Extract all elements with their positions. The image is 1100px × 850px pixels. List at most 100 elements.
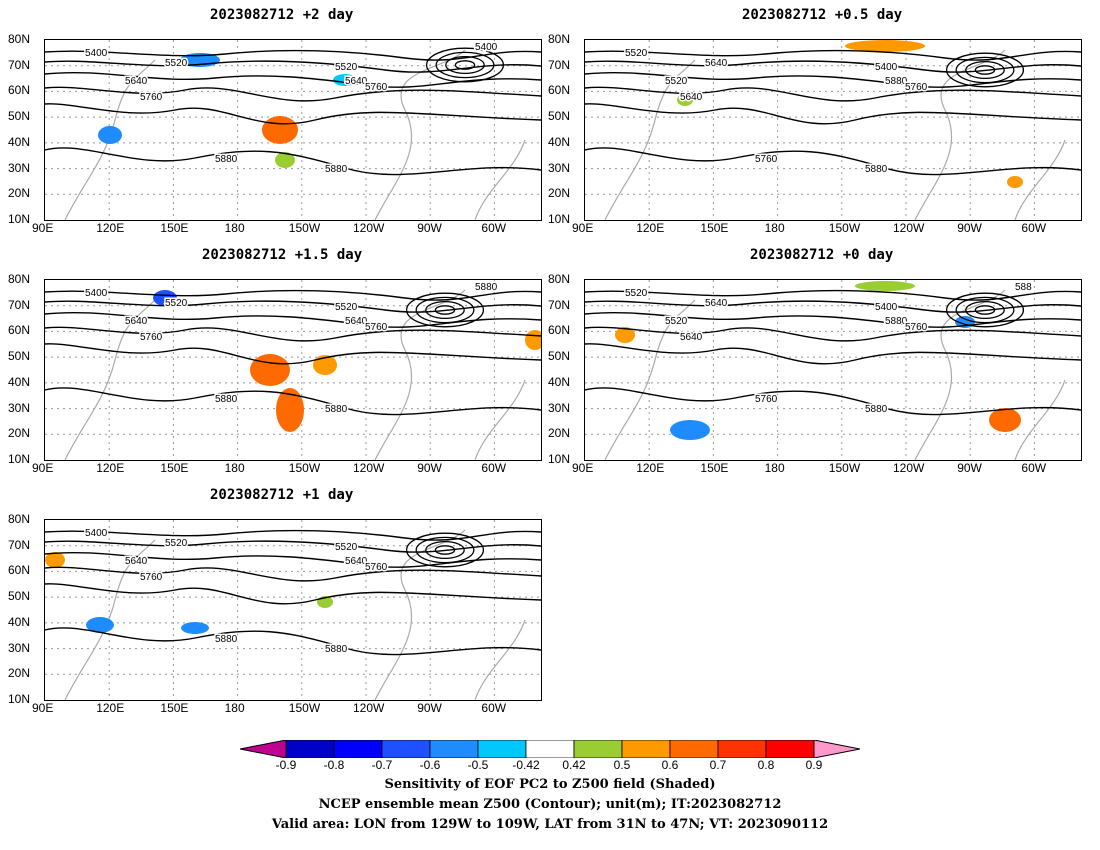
caption-line-1: Sensitivity of EOF PC2 to Z500 field (Sh… <box>384 777 716 792</box>
z500-contour <box>45 566 541 582</box>
low-pressure-contour <box>425 47 505 83</box>
lon-tick-label: 60W <box>481 461 507 475</box>
low-pressure-contour <box>965 60 1005 80</box>
contour-label: 5520 <box>625 48 648 59</box>
colorbar-graphic <box>239 739 861 759</box>
lon-tick-label: 90W <box>417 221 442 235</box>
lon-tick-label: 180 <box>224 461 245 475</box>
lon-tick-label: 60W <box>1021 221 1047 235</box>
map-panel-5: 5400 5520 5640 5760 5880 5520 5640 5760 5880 <box>44 519 542 701</box>
contour-label: 5640 <box>125 316 148 327</box>
sensitivity-shading <box>1007 176 1023 188</box>
lon-tick-label: 150E <box>160 221 189 235</box>
contour-label: 5760 <box>755 154 778 165</box>
coastline <box>1014 139 1066 220</box>
lon-tick-label: 90E <box>32 221 54 235</box>
lon-tick-label: 90W <box>957 461 982 475</box>
sensitivity-shading <box>153 290 177 306</box>
lat-tick-label: 80N <box>8 512 31 526</box>
colorbar-swatch <box>477 739 527 759</box>
z500-contour <box>585 147 1081 176</box>
lon-tick-label: 120E <box>96 221 125 235</box>
contour-label: 5640 <box>345 556 368 567</box>
lat-tick-label: 70N <box>8 57 31 72</box>
lat-tick-label: 80N <box>8 32 31 46</box>
colorbar-swatch <box>333 739 383 759</box>
low-pressure-contour <box>434 545 456 555</box>
lon-tick-label: 150W <box>828 221 861 235</box>
low-pressure-contour <box>434 305 456 315</box>
colorbar-tick-label: 0.6 <box>661 758 679 772</box>
contour-label: 5640 <box>680 332 703 343</box>
z500-contour <box>585 311 1081 328</box>
sensitivity-shading <box>677 94 693 106</box>
lon-tick-label: 120W <box>353 461 385 475</box>
sensitivity-shading <box>615 327 635 343</box>
lon-tick-label: 150E <box>160 701 189 715</box>
z500-contour <box>585 49 1081 61</box>
map-panel-1: 5400 5520 5640 5760 5880 5520 5640 5760 5880 5400 <box>44 39 542 221</box>
lon-tick-label: 180 <box>764 221 785 235</box>
z500-contour <box>45 583 541 605</box>
z500-contour <box>585 343 1081 365</box>
z500-contour <box>585 86 1081 102</box>
contour-label: 5400 <box>85 288 108 299</box>
z500-contour <box>45 71 541 88</box>
coastline <box>474 379 526 460</box>
z500-contour <box>45 300 541 313</box>
z500-contour <box>45 551 541 568</box>
contour-label: 5880 <box>215 154 238 165</box>
lat-tick-label: 40N <box>8 374 31 389</box>
panel-title-4: 2023082712 +0 day <box>750 247 894 263</box>
colorbar-tick-label: -0.5 <box>467 758 489 772</box>
lat-tick-label: 30N <box>8 640 31 655</box>
colorbar-tick-label: -0.9 <box>275 758 297 772</box>
lat-tick-label: 80N <box>8 272 31 286</box>
low-pressure-contour <box>454 60 476 70</box>
lat-tick-label: 10N <box>8 692 31 706</box>
z500-contour <box>585 289 1081 301</box>
lon-tick-label: 120W <box>353 701 385 715</box>
contour-label: 5760 <box>755 394 778 405</box>
low-pressure-contour <box>974 65 996 75</box>
sensitivity-shading <box>275 152 295 168</box>
z500-contour <box>45 289 541 301</box>
lon-tick-label: 150E <box>700 461 729 475</box>
lat-tick-label: 60N <box>548 323 571 338</box>
low-pressure-contour <box>405 532 485 568</box>
colorbar-swatch <box>381 739 431 759</box>
lon-tick-label: 150E <box>160 461 189 475</box>
contour-label: 5400 <box>475 42 498 53</box>
contour-label: 5400 <box>85 48 108 59</box>
contour-label: 5520 <box>335 542 358 553</box>
lon-tick-label: 150W <box>288 461 321 475</box>
lat-tick-label: 50N <box>8 109 31 124</box>
sensitivity-shading <box>845 40 925 52</box>
lat-tick-label: 10N <box>548 452 571 466</box>
lon-tick-label: 90E <box>572 221 594 235</box>
low-pressure-contour <box>955 56 1015 84</box>
colorbar-swatch <box>573 739 623 759</box>
lon-tick-label: 150W <box>288 701 321 715</box>
lon-tick-label: 120E <box>96 461 125 475</box>
lat-tick-label: 50N <box>8 349 31 364</box>
lon-tick-label: 180 <box>224 701 245 715</box>
lon-tick-label: 150W <box>288 221 321 235</box>
low-pressure-contour <box>445 55 485 75</box>
lat-tick-label: 60N <box>8 83 31 98</box>
lat-tick-label: 60N <box>548 83 571 98</box>
low-pressure-contour <box>974 305 996 315</box>
contour-label: 5880 <box>865 404 888 415</box>
sensitivity-shading <box>181 622 209 634</box>
z500-contour <box>45 627 541 656</box>
lat-tick-label: 40N <box>548 134 571 149</box>
contour-label: 5640 <box>125 76 148 87</box>
contour-label: 5520 <box>165 58 188 69</box>
sensitivity-shading <box>670 420 710 440</box>
contour-label: 5520 <box>165 298 188 309</box>
low-pressure-contour <box>425 300 465 320</box>
z500-contour <box>45 103 541 125</box>
contour-label: 5880 <box>475 282 498 293</box>
colorbar-tick-label: 0.8 <box>757 758 775 772</box>
